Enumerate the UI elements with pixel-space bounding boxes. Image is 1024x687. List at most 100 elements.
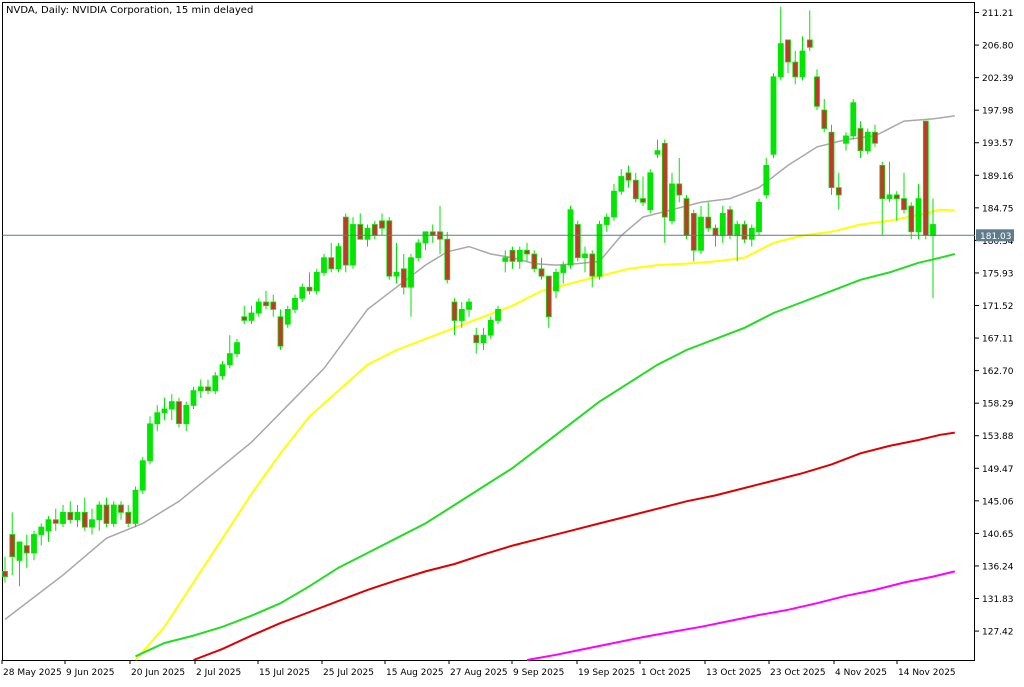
candle-body-bull [698, 216, 704, 251]
candle-body-bull [31, 534, 37, 554]
x-tick-label: 19 Sep 2025 [578, 668, 635, 678]
candle-94 [683, 194, 690, 240]
candle-body-bull [110, 504, 117, 524]
candle-89 [647, 169, 654, 214]
candle-body-bear [509, 249, 516, 262]
candle-84 [611, 183, 617, 221]
candle-5 [38, 523, 45, 546]
candle-120 [872, 124, 878, 147]
candle-124 [901, 172, 907, 214]
candle-body-bull [147, 423, 153, 462]
candle-63 [458, 302, 465, 328]
candle-body-bull [96, 504, 103, 521]
candle-body-bull [212, 375, 219, 391]
candle-67 [487, 316, 494, 339]
candle-body-bull [799, 50, 806, 78]
candle-87 [632, 172, 639, 203]
candle-body-bull [234, 342, 240, 355]
candle-body-bull [777, 43, 784, 78]
candle-24 [176, 397, 182, 428]
candle-body-bull [850, 102, 857, 137]
candle-117 [850, 99, 857, 140]
candle-body-bear [741, 224, 748, 240]
candle-body-bear [52, 519, 59, 524]
candle-body-bull [567, 209, 574, 266]
candle-127 [922, 120, 929, 240]
candle-76 [553, 268, 559, 299]
candle-37 [270, 294, 277, 317]
candle-121 [879, 161, 886, 236]
candle-body-bull [161, 408, 168, 414]
y-axis: 211.21 206.80 202.39 197.98 193.57 189.16 184.… [975, 9, 1014, 638]
candle-body-bull [38, 526, 45, 535]
candle-109 [792, 51, 799, 85]
x-tick-label: 2 Jul 2025 [196, 668, 241, 678]
candle-91 [661, 139, 668, 243]
candle-110 [799, 36, 806, 81]
candle-body-bear [712, 227, 719, 236]
candles [2, 6, 936, 587]
candle-body-bull [611, 190, 617, 218]
candle-body-bear [640, 198, 646, 203]
candle-25 [183, 401, 190, 432]
candle-13 [96, 501, 103, 531]
moving-averages [4, 115, 956, 661]
candle-body-bear [444, 238, 451, 281]
candle-23 [168, 394, 175, 421]
candle-1 [9, 512, 16, 576]
candle-11 [81, 497, 88, 531]
candle-85 [618, 169, 625, 195]
y-tick-label: 206.80 [982, 42, 1014, 52]
candle-29 [212, 372, 219, 395]
candle-20 [147, 416, 153, 465]
candle-9 [67, 501, 74, 524]
y-tick-label: 211.21 [982, 9, 1014, 19]
x-tick-label: 9 Sep 2025 [513, 668, 564, 678]
candle-65 [473, 327, 480, 354]
candle-body-bull [183, 404, 190, 425]
candle-body-bull [292, 297, 298, 310]
candle-body-bear [67, 512, 74, 521]
x-tick-label: 27 Aug 2025 [450, 668, 508, 678]
y-tick-label: 149.47 [982, 465, 1014, 475]
candle-body-bear [814, 76, 820, 107]
candle-body-bull [843, 135, 849, 144]
y-tick-label: 131.83 [982, 595, 1014, 605]
candle-body-bear [857, 128, 864, 152]
candle-66 [480, 327, 487, 350]
candle-101 [734, 220, 741, 262]
candle-body-bear [473, 334, 480, 344]
chart-title: NVDA, Daily: NVIDIA Corporation, 15 min … [6, 5, 253, 16]
candle-59 [429, 224, 436, 243]
candle-86 [625, 165, 632, 188]
candle-75 [545, 275, 552, 328]
candle-body-bear [661, 142, 668, 218]
candle-body-bull [466, 301, 472, 310]
candle-body-bear [705, 216, 712, 229]
candle-125 [908, 202, 915, 240]
candle-body-bear [241, 316, 248, 321]
candle-body-bear [901, 198, 907, 211]
y-tick-label: 184.75 [982, 204, 1014, 214]
candle-body-bull [190, 390, 197, 406]
candle-0 [2, 556, 8, 583]
candle-7 [52, 508, 59, 531]
candle-17 [125, 505, 132, 528]
candle-3 [23, 534, 30, 568]
candle-body-bear [806, 39, 813, 48]
candle-19 [139, 457, 146, 494]
candle-77 [560, 261, 567, 284]
candle-body-bull [248, 312, 255, 321]
candle-body-bear [676, 183, 683, 196]
candle-116 [843, 132, 849, 151]
candle-body-bear [371, 224, 378, 237]
candle-10 [74, 505, 81, 528]
candle-body-bull [495, 308, 501, 321]
y-tick-label: 136.24 [982, 562, 1014, 572]
candle-100 [727, 206, 733, 240]
y-tick-label: 175.93 [982, 269, 1014, 279]
candle-body-bull [335, 246, 342, 270]
candle-body-bull [487, 319, 494, 336]
candle-57 [415, 239, 422, 262]
y-tick-label: 162.70 [982, 367, 1014, 377]
